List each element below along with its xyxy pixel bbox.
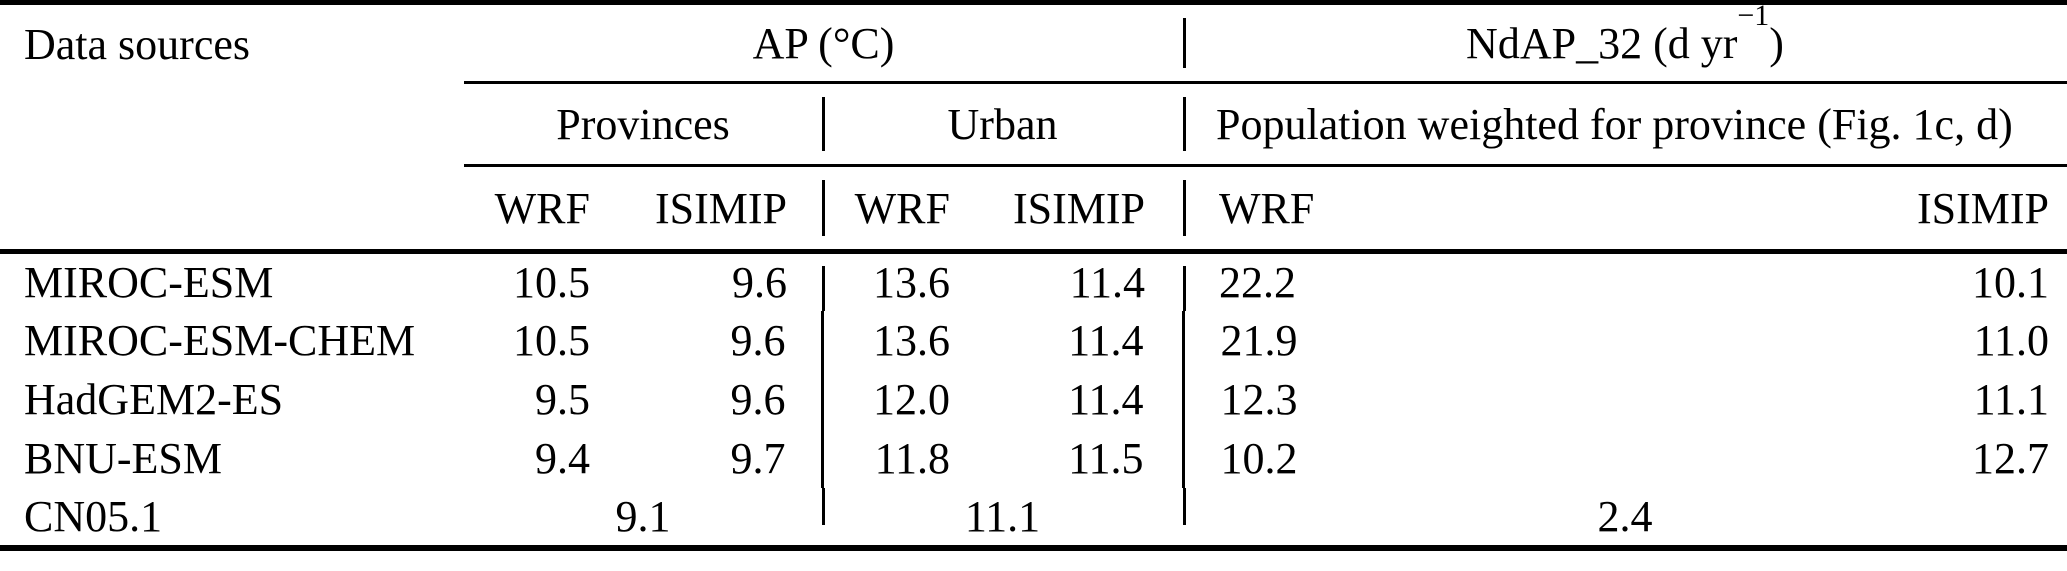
row-label-miroc-esm-chem: MIROC-ESM-CHEM: [24, 315, 416, 365]
subgroup-header-population-weighted: Population weighted for province (Fig. 1…: [1183, 82, 2067, 167]
column-header-ndap-isimip: ISIMIP: [1700, 165, 2067, 254]
value-urban-isimip: 11.4: [1069, 257, 1145, 307]
row-label-cn05-1: CN05.1: [24, 491, 163, 541]
value-provinces-wrf: 10.5: [513, 315, 590, 365]
value-ndap-isimip: 11.0: [1973, 315, 2049, 365]
ndap-unit-superscript: −1: [1737, 0, 1770, 32]
value-urban-isimip: 11.5: [1068, 433, 1144, 483]
group-header-ap: AP (°C): [464, 2, 1183, 84]
value-provinces-isimip: 9.6: [730, 374, 786, 424]
value-urban-isimip: 11.4: [1068, 374, 1144, 424]
value-provinces-isimip: 9.7: [730, 433, 786, 483]
data-sources-table: Data sources AP (°C) NdAP_32 (d yr−1) Pr…: [0, 0, 2067, 551]
table-row-miroc-esm-chem: MIROC-ESM-CHEM 10.5 9.6 13.6 11.4 21.9 1…: [0, 310, 2067, 370]
subgroup-header-urban: Urban: [822, 82, 1183, 167]
corner-header-data-sources: Data sources: [0, 2, 464, 254]
value-urban-wrf: 13.6: [822, 251, 985, 311]
header-row-subgroups: Provinces Urban Population weighted for …: [0, 82, 2067, 167]
column-header-provinces-wrf: WRF: [464, 165, 622, 254]
column-header-provinces-isimip: ISIMIP: [622, 165, 822, 254]
value-provinces-isimip: 9.6: [730, 315, 786, 365]
value-ndap-isimip: 12.7: [1972, 433, 2049, 483]
table-row-miroc-esm: MIROC-ESM 10.5 9.6 13.6 11.4 22.2 10.1: [0, 251, 2067, 311]
row-label-bnu-esm: BNU-ESM: [24, 433, 223, 483]
table-row-hadgem2-es: HadGEM2-ES 9.5 9.6 12.0 11.4 12.3 11.1: [0, 369, 2067, 429]
row-label-miroc-esm: MIROC-ESM: [24, 257, 274, 307]
value-ndap-wrf: 22.2: [1183, 251, 1700, 311]
column-header-ndap-wrf: WRF: [1183, 165, 1700, 254]
value-provinces-wrf: 9.4: [535, 433, 590, 483]
ndap-unit-text: NdAP_32 (d yr: [1466, 18, 1738, 68]
value-ndap-wrf: 10.2: [1181, 428, 1700, 488]
value-ndap-wrf: 12.3: [1181, 369, 1700, 429]
row-label-hadgem2-es: HadGEM2-ES: [24, 374, 284, 424]
value-urban-wrf: 12.0: [820, 369, 985, 429]
table-row-cn05-1: CN05.1 9.1 11.1 2.4: [0, 487, 2067, 548]
value-provinces-merged: 9.1: [615, 491, 671, 541]
column-header-urban-isimip: ISIMIP: [985, 165, 1183, 254]
value-ndap-isimip: 11.1: [1973, 374, 2049, 424]
subgroup-header-provinces: Provinces: [464, 82, 822, 167]
value-provinces-isimip: 9.6: [732, 257, 787, 307]
group-header-ndap: NdAP_32 (d yr−1): [1183, 0, 2067, 84]
value-ndap-wrf: 21.9: [1181, 310, 1700, 370]
table-row-bnu-esm: BNU-ESM 9.4 9.7 11.8 11.5 10.2 12.7: [0, 428, 2067, 488]
ndap-unit-close: ): [1769, 18, 1784, 68]
value-urban-isimip: 11.4: [1068, 315, 1144, 365]
value-ndap-isimip: 10.1: [1972, 257, 2049, 307]
value-provinces-wrf: 10.5: [513, 257, 590, 307]
header-row-columns: WRF ISIMIP WRF ISIMIP WRF ISIMIP: [0, 165, 2067, 254]
value-urban-wrf: 13.6: [820, 310, 985, 370]
value-ndap-merged: 2.4: [1183, 487, 2067, 548]
value-urban-merged: 11.1: [822, 487, 1183, 548]
column-header-urban-wrf: WRF: [822, 165, 985, 254]
value-urban-wrf: 11.8: [820, 428, 985, 488]
header-row-groups: Data sources AP (°C) NdAP_32 (d yr−1): [0, 0, 2067, 254]
value-provinces-wrf: 9.5: [535, 374, 590, 424]
